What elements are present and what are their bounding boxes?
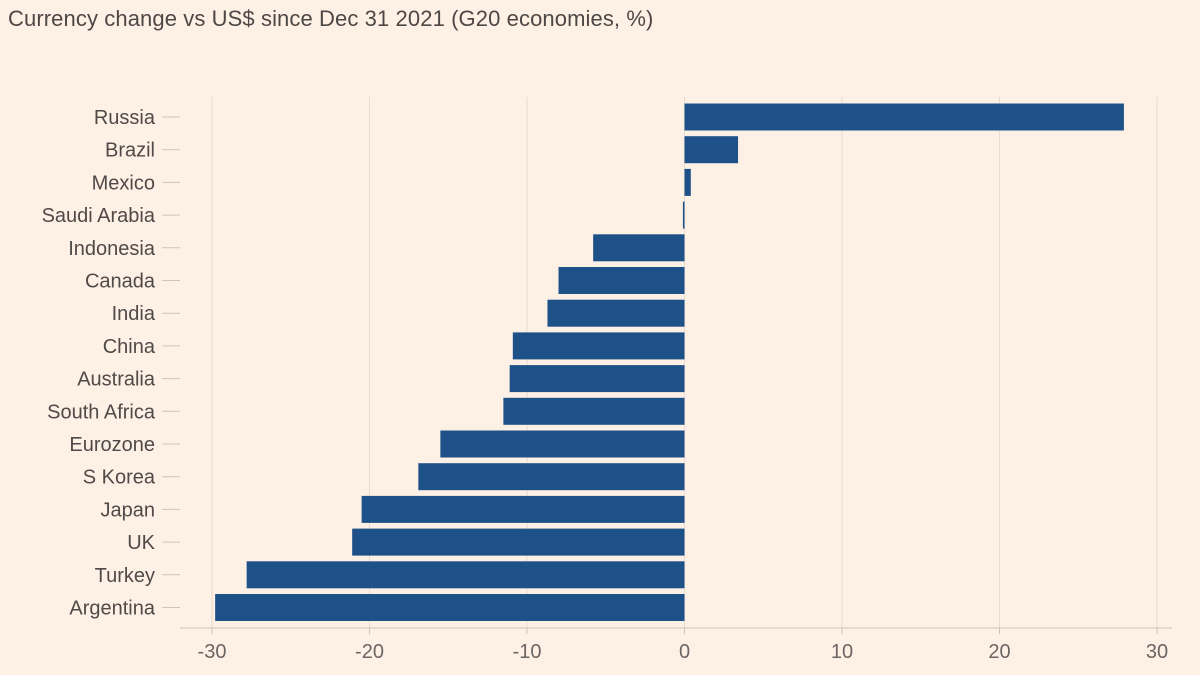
category-label: India: [112, 303, 156, 325]
category-label: UK: [127, 532, 155, 554]
bar-russia: [684, 103, 1124, 131]
category-labels: Russia Brazil Mexico Saudi Arabia Indonesia C…: [42, 107, 156, 620]
bars: [215, 103, 1124, 621]
bar-indonesia: [593, 234, 685, 262]
bar-turkey: [246, 561, 685, 589]
x-tick-label: -30: [198, 641, 227, 663]
x-tick-label: 30: [1146, 641, 1168, 663]
x-tick-label: -20: [355, 641, 384, 663]
x-tick-label: -10: [513, 641, 542, 663]
category-label: Australia: [77, 369, 156, 391]
chart-title: Currency change vs US$ since Dec 31 2021…: [8, 6, 654, 31]
bar-saudi-arabia: [682, 201, 685, 229]
category-label: Canada: [85, 271, 156, 293]
category-label: Eurozone: [69, 434, 155, 456]
bar-s-korea: [418, 463, 685, 491]
bar-canada: [558, 267, 685, 294]
category-label: Indonesia: [68, 238, 156, 260]
category-label: S Korea: [83, 467, 156, 489]
category-label: South Africa: [47, 401, 156, 423]
axes: -30 -20 -10 0 10 20 30: [162, 116, 1172, 663]
bar-china: [512, 332, 685, 360]
bar-argentina: [215, 594, 685, 621]
x-tick-label: 0: [679, 641, 690, 663]
category-label: Japan: [101, 499, 156, 521]
category-label: Saudi Arabia: [42, 205, 156, 227]
category-label: Brazil: [105, 140, 155, 162]
bar-eurozone: [440, 430, 685, 458]
bar-india: [547, 299, 685, 327]
bar-australia: [509, 365, 685, 393]
bar-uk: [352, 528, 685, 556]
category-label: Argentina: [69, 598, 155, 620]
bar-japan: [361, 495, 685, 523]
bar-mexico: [684, 168, 691, 196]
bar-brazil: [684, 136, 739, 164]
category-label: Turkey: [95, 565, 155, 587]
category-label: Mexico: [92, 172, 155, 194]
category-label: Russia: [94, 107, 156, 129]
x-tick-label: 20: [988, 641, 1010, 663]
category-label: China: [103, 336, 156, 358]
x-tick-label: 10: [831, 641, 853, 663]
bar-south-africa: [503, 397, 685, 425]
